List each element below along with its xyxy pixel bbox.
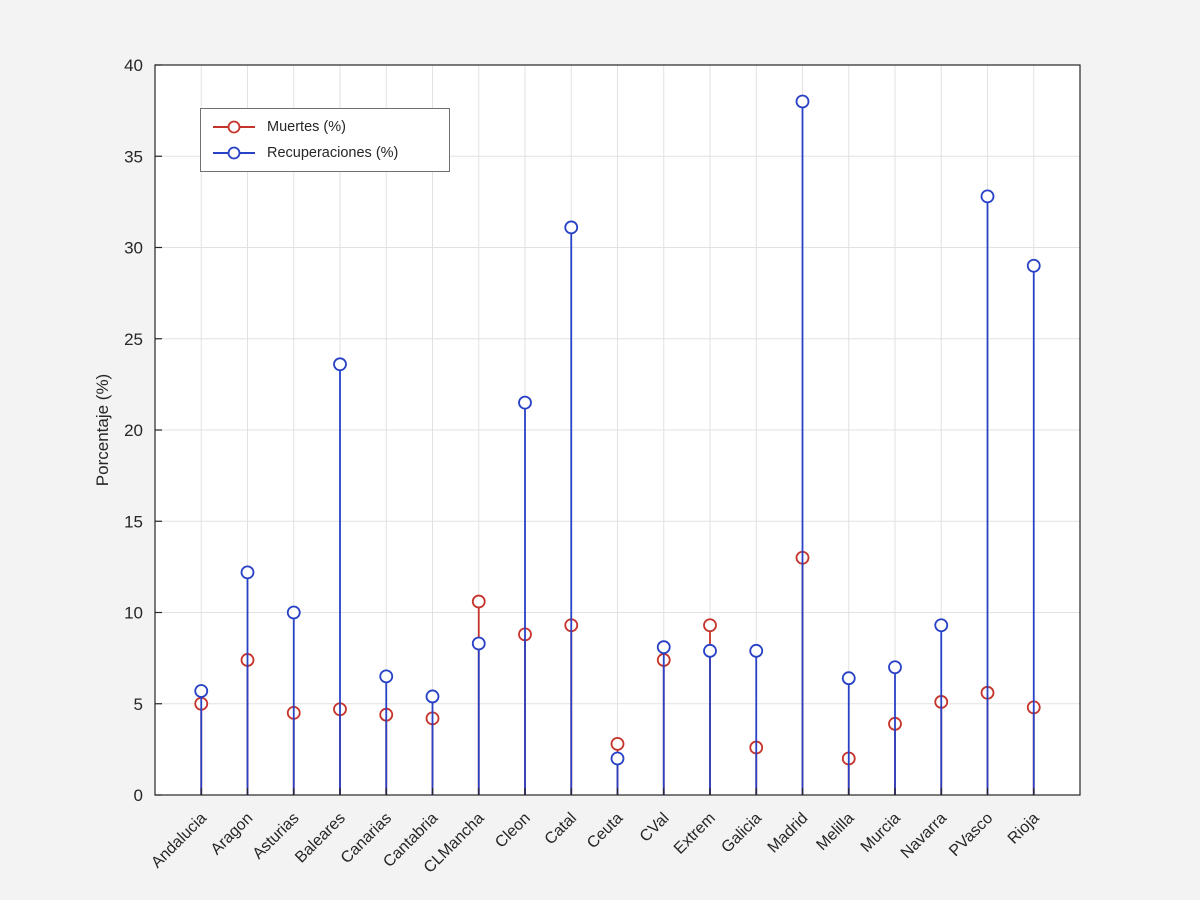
y-tick-label: 15 [124,512,143,531]
y-tick-label: 0 [134,786,143,805]
y-tick-label: 20 [124,421,143,440]
marker-series1 [425,689,440,704]
x-tick-label: Madrid [765,810,812,857]
marker-series1 [888,660,902,675]
x-tick-label: Ceuta [584,810,626,852]
x-tick-label: CVal [637,810,673,846]
x-tick-label: Navarra [898,810,950,862]
marker-series1 [980,189,995,204]
x-tick-label: Murcia [858,810,904,856]
legend-item-muertes: Muertes (%) [211,117,435,137]
marker-series1 [749,643,764,658]
marker-series0 [610,737,625,751]
x-tick-label: PVasco [946,810,996,860]
legend-item-recuperaciones: Recuperaciones (%) [211,143,435,163]
marker-series1 [564,220,579,235]
y-tick-label: 5 [134,695,143,714]
marker-series1 [656,640,671,655]
legend-marker-recuperaciones [227,146,241,160]
legend-swatch-muertes [213,120,255,134]
marker-series1 [471,636,486,651]
y-tick-label: 35 [124,147,143,166]
x-tick-label: Melilla [813,810,857,854]
marker-series1 [795,94,810,109]
y-tick-label: 30 [124,239,143,258]
marker-series1 [240,565,255,580]
marker-series1 [703,643,717,658]
marker-series1 [286,605,301,620]
legend-label-recuperaciones: Recuperaciones (%) [267,145,399,161]
x-tick-label: Cleon [492,810,534,852]
marker-series1 [518,395,532,410]
marker-series1 [194,684,209,698]
marker-series1 [333,357,347,372]
marker-series0 [471,594,486,609]
legend-label-muertes: Muertes (%) [267,119,346,135]
marker-series1 [379,669,394,684]
legend: Muertes (%) Recuperaciones (%) [200,108,450,172]
x-tick-label: Catal [542,810,580,848]
y-tick-label: 40 [124,56,143,75]
legend-swatch-recuperaciones [213,146,255,160]
marker-series1 [934,618,949,633]
y-tick-label: 25 [124,330,143,349]
x-tick-label: Galicia [718,810,765,857]
y-tick-label: 10 [124,604,143,623]
marker-series0 [703,618,717,633]
marker-series1 [1026,258,1041,273]
marker-series1 [610,751,625,766]
marker-series1 [841,671,856,686]
x-tick-label: Andalucia [148,810,210,872]
x-tick-label: Rioja [1005,810,1043,848]
x-tick-label: Extrem [671,810,719,858]
y-axis-label: Porcentaje (%) [93,373,112,487]
legend-marker-muertes [227,120,241,134]
